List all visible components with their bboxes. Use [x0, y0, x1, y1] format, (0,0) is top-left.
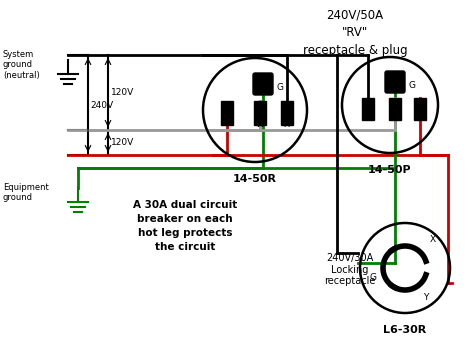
Bar — [389, 98, 401, 120]
Text: Equipment
ground: Equipment ground — [3, 183, 49, 202]
Text: 14-50R: 14-50R — [233, 174, 277, 184]
Text: 120V: 120V — [111, 88, 134, 97]
Text: L6-30R: L6-30R — [383, 325, 427, 335]
Text: 120V: 120V — [111, 138, 134, 147]
Bar — [254, 101, 266, 125]
Text: 14-50P: 14-50P — [368, 165, 412, 175]
Text: G: G — [370, 274, 377, 282]
Bar — [281, 101, 293, 125]
Text: System
ground
(neutral): System ground (neutral) — [3, 50, 40, 80]
Text: G: G — [409, 81, 416, 89]
Bar — [414, 98, 426, 120]
Text: W: W — [391, 114, 400, 123]
Text: X: X — [284, 120, 290, 129]
FancyBboxPatch shape — [253, 73, 273, 95]
Text: 240V: 240V — [90, 101, 113, 110]
Text: 240V/30A
Locking
receptacle: 240V/30A Locking receptacle — [324, 253, 376, 286]
Text: W: W — [255, 120, 264, 129]
Text: X: X — [430, 236, 436, 245]
Text: Y: Y — [224, 120, 230, 129]
Text: A 30A dual circuit
breaker on each
hot leg protects
the circuit: A 30A dual circuit breaker on each hot l… — [133, 200, 237, 252]
Text: Y: Y — [417, 114, 423, 123]
Text: G: G — [277, 82, 284, 91]
Text: Y: Y — [423, 294, 428, 303]
Text: X: X — [365, 114, 371, 123]
Text: 240V/50A
"RV"
receptacle & plug: 240V/50A "RV" receptacle & plug — [303, 8, 407, 57]
Bar — [362, 98, 374, 120]
Bar — [221, 101, 233, 125]
FancyBboxPatch shape — [385, 71, 405, 93]
